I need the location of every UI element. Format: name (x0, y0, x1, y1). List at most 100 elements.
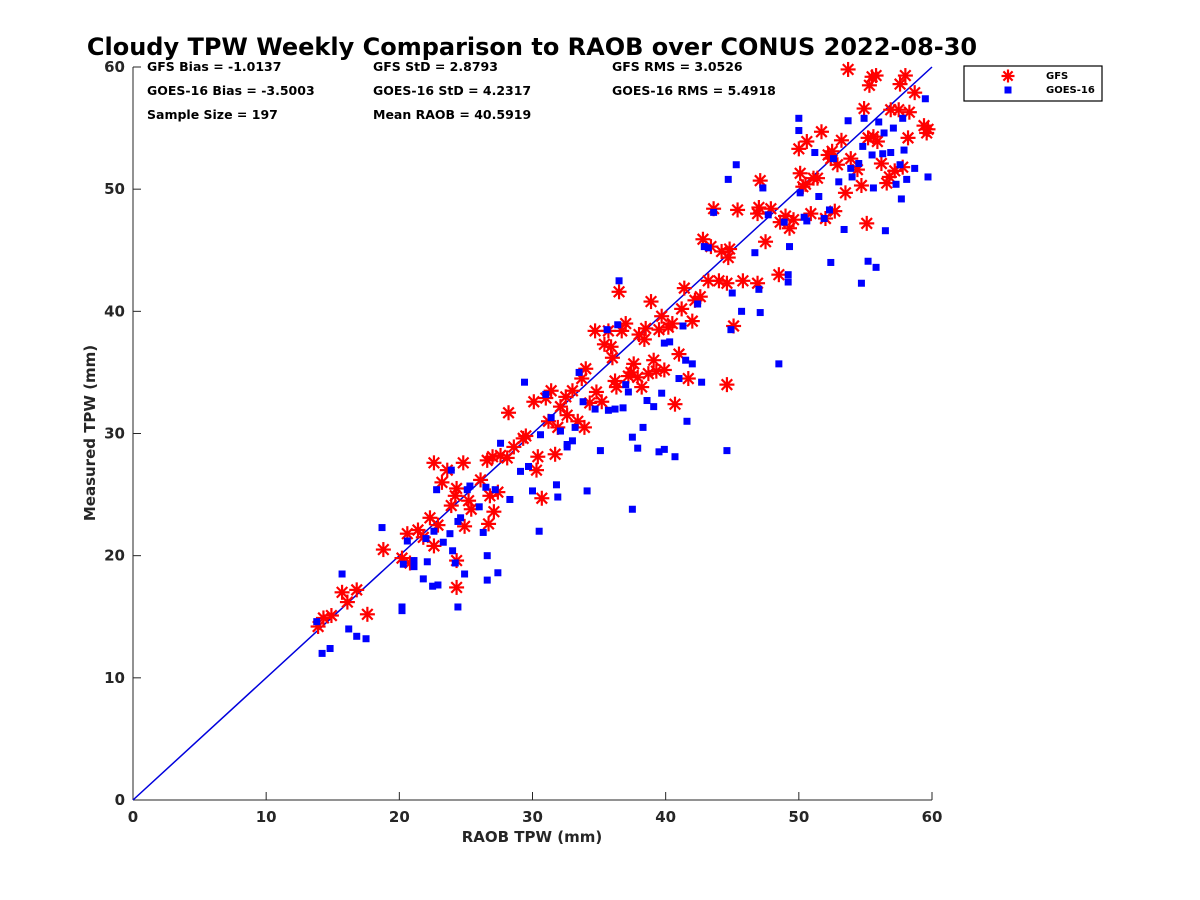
goes16-point (859, 142, 867, 150)
goes16-point (732, 161, 740, 169)
goes16-point (911, 164, 919, 172)
gfs-point (634, 379, 650, 395)
goes16-point (879, 150, 887, 158)
goes16-point (897, 195, 905, 203)
gfs-point (430, 517, 446, 533)
gfs-point (837, 185, 853, 201)
goes16-point (624, 388, 632, 396)
chart-title: Cloudy TPW Weekly Comparison to RAOB ove… (87, 33, 977, 61)
gfs-point (786, 212, 802, 228)
gfs-point (463, 501, 479, 517)
gfs-point (564, 383, 580, 399)
gfs-point (664, 316, 680, 332)
gfs-point (714, 243, 730, 259)
goes16-point (660, 445, 668, 453)
goes16-point (439, 538, 447, 546)
gfs-point (526, 394, 542, 410)
legend-gfs-label: GFS (1046, 71, 1068, 82)
goes16-point (353, 632, 361, 640)
gfs-point (501, 405, 517, 421)
goes16-point (827, 258, 835, 266)
goes16-point (542, 390, 550, 398)
gfs-point (588, 384, 604, 400)
stat-goes-std: GOES-16 StD = 4.2317 (373, 83, 531, 98)
goes16-point (430, 527, 438, 535)
gfs-point (643, 294, 659, 310)
x-axis-label: RAOB TPW (mm) (462, 828, 603, 846)
goes16-point (889, 124, 897, 132)
stat-gfs-rms: GFS RMS = 3.0526 (612, 59, 743, 74)
goes16-point (694, 300, 702, 308)
goes16-point (869, 184, 877, 192)
goes16-point (848, 173, 856, 181)
x-axis-ticks: 0 10 20 30 40 50 60 (128, 792, 942, 826)
goes16-point (628, 433, 636, 441)
goes16-point (579, 398, 587, 406)
gfs-point (349, 582, 365, 598)
goes16-point (611, 405, 619, 413)
gfs-point (892, 76, 908, 92)
gfs-point (751, 199, 767, 215)
goes16-point (398, 603, 406, 611)
goes16-point (650, 403, 658, 411)
goes16-point (454, 603, 462, 611)
goes16-point (475, 503, 483, 511)
goes16-point (434, 581, 442, 589)
goes16-point (362, 635, 370, 643)
gfs-point (719, 275, 735, 291)
goes16-point (860, 114, 868, 122)
goes16-point (820, 214, 828, 222)
goes16-point (796, 189, 804, 197)
gfs-point (680, 371, 696, 387)
gfs-point (457, 518, 473, 534)
x-tick-label: 30 (522, 808, 543, 826)
gfs-point (594, 394, 610, 410)
goes16-point (728, 289, 736, 297)
goes16-point (921, 95, 929, 103)
goes16-point (454, 517, 462, 525)
y-tick-label: 20 (104, 547, 125, 565)
x-tick-label: 40 (655, 808, 676, 826)
goes16-point (583, 487, 591, 495)
gfs-point (449, 579, 465, 595)
gfs-point (530, 449, 546, 465)
goes16-point (563, 440, 571, 448)
gfs-point (473, 472, 489, 488)
goes16-point (795, 114, 803, 122)
goes16-point (723, 447, 731, 455)
goes16-point (410, 557, 418, 565)
gfs-point (805, 170, 821, 186)
gfs-point (907, 85, 923, 101)
goes16-point (780, 218, 788, 226)
stat-sample-size: Sample Size = 197 (147, 107, 278, 122)
goes16-point (682, 356, 690, 364)
goes16-point (875, 118, 883, 126)
gfs-point (797, 176, 813, 192)
goes16-point (639, 423, 647, 431)
gfs-point (719, 377, 735, 393)
gfs-point (518, 428, 534, 444)
goes16-point (724, 175, 732, 183)
goes16-point (554, 493, 562, 501)
gfs-point (843, 151, 859, 167)
stat-goes-bias: GOES-16 Bias = -3.5003 (147, 83, 315, 98)
gfs-point (771, 267, 787, 283)
goes16-point (643, 397, 651, 405)
gfs-point (636, 331, 652, 347)
gfs-point (587, 323, 603, 339)
gfs-point (455, 455, 471, 471)
goes16-point (429, 582, 437, 590)
goes16-point (571, 423, 579, 431)
goes16-point (419, 575, 427, 583)
gfs-point (608, 379, 624, 395)
goes16-point (619, 404, 627, 412)
gfs-point (869, 134, 885, 150)
goes16-point (497, 439, 505, 447)
gfs-point (638, 320, 654, 336)
goes16-point (466, 482, 474, 490)
goes16-point (764, 211, 772, 219)
gfs-point (859, 215, 875, 231)
goes16-point (604, 406, 612, 414)
gfs-point (676, 280, 692, 296)
